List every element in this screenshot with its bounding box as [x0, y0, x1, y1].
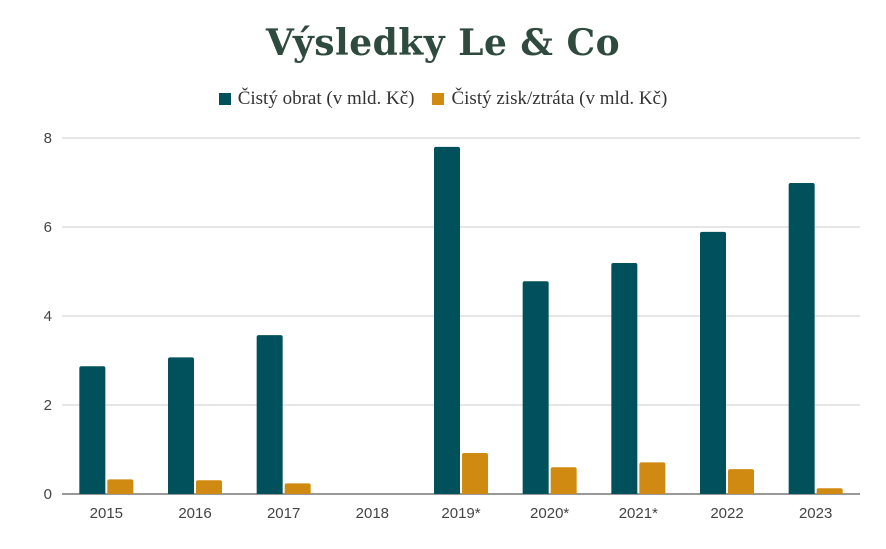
bar-revenue: [168, 357, 194, 494]
y-tick-label: 0: [44, 486, 52, 503]
x-tick-label: 2022: [710, 505, 743, 522]
bar-revenue: [611, 263, 638, 494]
bar-profit: [107, 479, 134, 494]
y-tick-label: 4: [44, 308, 52, 325]
legend-label-profit: Čistý zisk/ztráta (v mld. Kč): [451, 88, 668, 109]
legend-swatch-revenue: [218, 93, 231, 105]
bar-revenue: [788, 182, 815, 494]
y-tick-label: 8: [44, 130, 52, 147]
bar-revenue: [700, 231, 726, 494]
bar-profit: [196, 480, 222, 494]
bar-revenue: [522, 281, 549, 494]
x-tick-label: 2023: [799, 505, 832, 522]
x-tick-label: 2016: [178, 505, 211, 522]
bar-profit: [639, 462, 666, 494]
x-tick-label: 2021*: [619, 505, 658, 522]
y-tick-label: 2: [44, 397, 52, 414]
bar-profit: [550, 467, 577, 494]
legend: Čistý obrat (v mld. Kč) Čistý zisk/ztrát…: [0, 88, 886, 110]
x-tick-label: 2018: [356, 505, 389, 522]
legend-item-profit: Čistý zisk/ztráta (v mld. Kč): [432, 88, 667, 110]
legend-label-revenue: Čistý obrat (v mld. Kč): [237, 88, 415, 109]
bar-revenue: [256, 335, 283, 494]
x-tick-label: 2019*: [441, 505, 480, 522]
chart-title: Výsledky Le & Co: [265, 22, 621, 64]
x-tick-label: 2017: [267, 505, 300, 522]
y-tick-label: 6: [44, 219, 52, 236]
bar-profit: [816, 488, 843, 494]
bar-profit: [284, 483, 311, 494]
x-tick-label: 2015: [90, 505, 123, 522]
x-tick-label: 2020*: [530, 505, 569, 522]
legend-swatch-profit: [432, 93, 445, 105]
bar-revenue: [434, 146, 460, 494]
bar-profit: [462, 453, 488, 494]
legend-item-revenue: Čistý obrat (v mld. Kč): [218, 88, 415, 110]
bar-profit: [728, 469, 754, 494]
bar-revenue: [79, 366, 106, 494]
